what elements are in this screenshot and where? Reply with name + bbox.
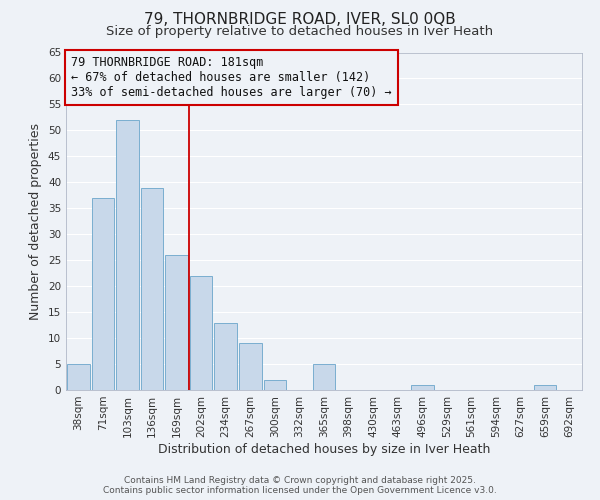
Bar [214,322,237,390]
Y-axis label: Number of detached properties: Number of detached properties [29,122,43,320]
Text: Size of property relative to detached houses in Iver Heath: Size of property relative to detached ho… [106,25,494,38]
Bar [92,198,114,390]
Bar [190,276,212,390]
Bar [165,255,188,390]
X-axis label: Distribution of detached houses by size in Iver Heath: Distribution of detached houses by size … [158,442,490,456]
Bar [534,385,556,390]
Bar [239,344,262,390]
Bar [67,364,89,390]
Text: 79 THORNBRIDGE ROAD: 181sqm
← 67% of detached houses are smaller (142)
33% of se: 79 THORNBRIDGE ROAD: 181sqm ← 67% of det… [71,56,392,99]
Bar [313,364,335,390]
Bar [263,380,286,390]
Bar [140,188,163,390]
Bar [116,120,139,390]
Text: Contains HM Land Registry data © Crown copyright and database right 2025.
Contai: Contains HM Land Registry data © Crown c… [103,476,497,495]
Text: 79, THORNBRIDGE ROAD, IVER, SL0 0QB: 79, THORNBRIDGE ROAD, IVER, SL0 0QB [144,12,456,28]
Bar [411,385,434,390]
